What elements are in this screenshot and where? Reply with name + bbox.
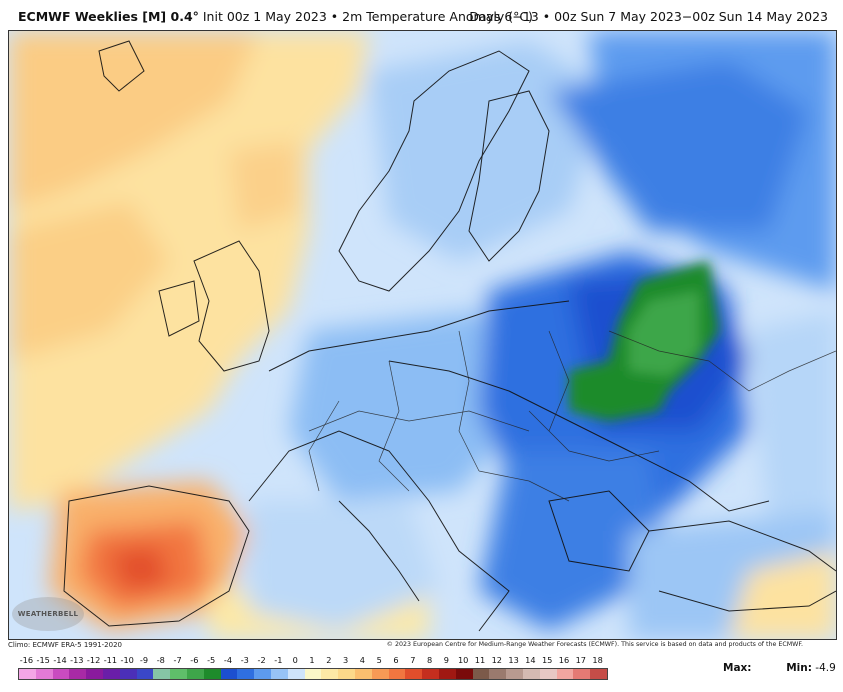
colorbar [18,668,608,680]
colorbar-cell [136,669,154,679]
min-label: Min: [786,662,812,674]
map-title: ECMWF Weeklies [M] 0.4° Init 00z 1 May 2… [18,9,533,24]
colorbar-tick-label: -10 [120,655,134,665]
colorbar-cell [438,669,456,679]
temperature-anomaly-map [8,30,837,640]
colorbar-tick-label: -7 [173,655,182,665]
colorbar-tick-label: 14 [525,655,536,665]
colorbar-cell [186,669,204,679]
colorbar-tick-label: 3 [342,655,349,665]
colorbar-cell [539,669,557,679]
colorbar-cell [354,669,372,679]
colorbar-cell [102,669,120,679]
colorbar-tick-label: 9 [443,655,449,665]
coastlines [63,40,836,632]
colorbar-tick-label: -14 [53,655,67,665]
copyright-credit: © 2023 European Centre for Medium-Range … [386,641,803,648]
max-label: Max: [723,662,752,674]
valid-period: Days 6−13 • 00z Sun 7 May 2023−00z Sun 1… [469,9,828,24]
colorbar-cell [371,669,389,679]
product-name: ECMWF Weeklies [M] 0.4° [18,9,199,24]
colorbar-tick-label: 17 [575,655,587,665]
anomaly-shading [9,31,836,639]
colorbar-cell [69,669,87,679]
colorbar-tick-label: 10 [457,655,469,665]
colorbar-tick-label: 12 [491,655,503,665]
colorbar-tick-label: 0 [292,655,298,665]
colorbar-cell [35,669,53,679]
min-value: -4.9 [815,662,836,674]
colorbar-cell [153,669,171,679]
colorbar-cell [422,669,439,679]
colorbar-tick-label: -5 [207,655,216,665]
weatherbell-logo: WEATHERBELL [12,597,84,631]
colorbar-cell [119,669,137,679]
colorbar-cell [254,669,271,679]
colorbar-tick-label: 4 [359,655,365,665]
colorbar-cell [321,669,339,679]
colorbar-tick-label: 13 [508,655,519,665]
colorbar-cell [220,669,238,679]
colorbar-cell [573,669,591,679]
colorbar-tick-label: -6 [190,655,199,665]
colorbar-tick-label: -1 [274,655,283,665]
colorbar-cell [556,669,574,679]
colorbar-tick-label: 7 [410,655,416,665]
colorbar-cell [590,669,607,679]
colorbar-cell [489,669,507,679]
colorbar-cell [455,669,473,679]
colorbar-cell [170,669,187,679]
country-borders [308,330,836,502]
colorbar-tick-label: -3 [240,655,249,665]
colorbar-tick-label: 1 [309,655,315,665]
colorbar-cell [287,669,305,679]
colorbar-tick-label: 16 [558,655,570,665]
run-info: Init 00z 1 May 2023 • 2m Temperature Ano… [202,9,533,24]
colorbar-tick-label: -11 [103,655,118,665]
colorbar-tick-label: 11 [474,655,486,665]
colorbar-tick-label: -9 [139,655,149,665]
colorbar-cell [338,669,355,679]
colorbar-cell [472,669,490,679]
colorbar-tick-label: 2 [326,655,332,665]
colorbar-tick-label: -16 [19,655,34,665]
colorbar-tick-labels: -16 -15 -14 -13 -12 -11 -10 -9 -8 -7 -6 -5 -4 -3 -2 -1 0… [18,655,610,667]
colorbar-tick-label: 6 [393,655,399,665]
colorbar-cell [52,669,70,679]
colorbar-tick-label: -8 [156,655,165,665]
colorbar-cell [304,669,322,679]
map-canvas [9,31,836,639]
colorbar-tick-label: 18 [592,655,603,665]
colorbar-tick-label: 8 [426,655,433,665]
colorbar-cell [203,669,221,679]
colorbar-tick-label: -13 [70,655,84,665]
colorbar-tick-label: 15 [541,655,553,665]
colorbar-cell [522,669,540,679]
colorbar-cell [237,669,255,679]
cold-anomaly-core [569,261,719,421]
colorbar-cell [86,669,103,679]
colorbar-tick-label: 5 [376,655,382,665]
climo-credit: Climo: ECMWF ERA-5 1991-2020 [8,641,122,649]
colorbar-cell [506,669,523,679]
colorbar-cell [270,669,288,679]
colorbar-tick-label: -12 [86,655,101,665]
colorbar-cell [405,669,423,679]
colorbar-cell [19,669,36,679]
colorbar-tick-label: -4 [223,655,233,665]
colorbar-cell [388,669,406,679]
colorbar-tick-label: -15 [36,655,50,665]
max-min-readout: Max: Min: -4.9 [723,662,836,674]
colorbar-tick-label: -2 [257,655,266,665]
